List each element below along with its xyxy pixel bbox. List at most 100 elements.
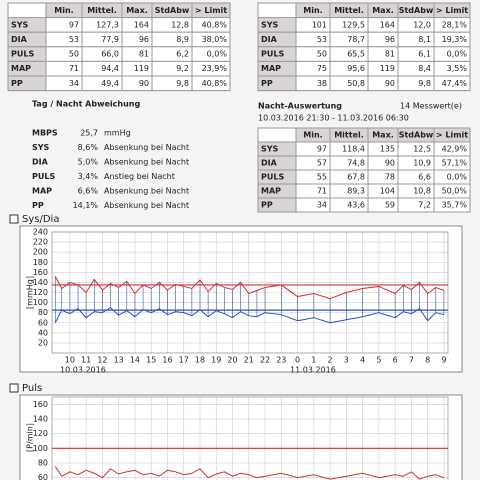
row-value: 14,1% xyxy=(73,201,99,210)
date-label: 10.03.2016 xyxy=(60,366,106,375)
x-tick-label: 16 xyxy=(162,356,172,365)
cell-value: 53 xyxy=(69,35,79,44)
row-text: Absenkung bei Nacht xyxy=(104,158,189,167)
cell-value: 12,5 xyxy=(413,145,431,154)
cell-value: 77,9 xyxy=(101,35,119,44)
row-text: Absenkung bei Nacht xyxy=(104,143,189,152)
row-label: MAP xyxy=(261,187,281,196)
cell-value: 0,0% xyxy=(447,50,468,59)
cell-value: 57 xyxy=(317,159,327,168)
row-label: MAP xyxy=(11,64,31,73)
plot-frame xyxy=(51,231,449,354)
row-label: MBPS xyxy=(32,129,58,138)
cell-value: 75 xyxy=(317,64,327,73)
cell-value: 34 xyxy=(69,79,79,88)
column-header: Min. xyxy=(303,6,322,15)
x-tick-label: 3 xyxy=(344,356,349,365)
cell-value: 55 xyxy=(317,173,327,182)
column-header: > Limit xyxy=(436,6,468,15)
cell-value: 50 xyxy=(317,50,327,59)
cell-value: 67,8 xyxy=(347,173,365,182)
cell-value: 71 xyxy=(69,64,79,73)
column-header: Mittel. xyxy=(334,6,364,15)
x-tick-label: 23 xyxy=(276,356,286,365)
cell-value: 53 xyxy=(317,35,327,44)
row-label: PULS xyxy=(11,50,34,59)
cell-value: 127,3 xyxy=(96,20,119,29)
x-tick-label: 22 xyxy=(260,356,270,365)
x-tick-label: 15 xyxy=(146,356,156,365)
row-label: SYS xyxy=(11,20,29,29)
row-value: 25,7 xyxy=(80,129,98,138)
x-tick-label: 11 xyxy=(81,356,91,365)
y-axis-label: [mmHg] xyxy=(26,276,35,309)
cell-value: 8,4 xyxy=(418,64,431,73)
section-title: Tag / Nacht Abweichung xyxy=(32,100,140,109)
x-tick-label: 10 xyxy=(65,356,75,365)
column-header: StdAbw xyxy=(399,6,434,15)
cell-value: 95,6 xyxy=(347,64,365,73)
cell-value: 35,7% xyxy=(442,201,468,210)
x-tick-label: 7 xyxy=(409,356,414,365)
cell-value: 9,8 xyxy=(176,79,189,88)
column-header: > Limit xyxy=(436,131,468,140)
cell-value: 8,9 xyxy=(176,35,189,44)
cell-value: 0,0% xyxy=(207,50,228,59)
row-label: PP xyxy=(11,79,23,88)
y-tick-label: 60 xyxy=(38,318,48,327)
plot-frame xyxy=(51,396,449,480)
cell-value: 12,0 xyxy=(413,20,431,29)
cell-value: 8,1 xyxy=(418,35,431,44)
row-label: MAP xyxy=(32,187,52,196)
row-label: PULS xyxy=(261,173,284,182)
column-header: StdAbw xyxy=(399,131,434,140)
cell-value: 38,0% xyxy=(202,35,228,44)
cell-value: 78,7 xyxy=(347,35,365,44)
x-tick-label: 2 xyxy=(328,356,333,365)
y-tick-label: 120 xyxy=(33,288,48,297)
y-tick-label: 100 xyxy=(33,298,48,307)
y-tick-label: 220 xyxy=(33,238,48,247)
row-value: 6,6% xyxy=(78,187,99,196)
cell-value: 34 xyxy=(317,201,327,210)
cell-value: 50 xyxy=(69,50,79,59)
y-tick-label: 200 xyxy=(33,248,48,257)
column-header: Min. xyxy=(54,6,73,15)
cell-value: 78 xyxy=(385,173,395,182)
row-label: DIA xyxy=(261,35,278,44)
row-label: PP xyxy=(261,79,273,88)
cell-value: 74,8 xyxy=(347,159,365,168)
date-label: 11.03.2016 xyxy=(290,366,336,375)
cell-value: 81 xyxy=(385,50,395,59)
cell-value: 28,1% xyxy=(442,20,468,29)
cell-value: 6,6 xyxy=(418,173,431,182)
cell-value: 119 xyxy=(134,64,149,73)
cell-value: 164 xyxy=(134,20,149,29)
x-tick-label: 12 xyxy=(97,356,107,365)
cell-value: 10,9 xyxy=(413,159,431,168)
y-tick-label: 120 xyxy=(33,429,48,438)
section-title: Nacht-Auswertung xyxy=(258,102,342,111)
cell-value: 49,4 xyxy=(101,79,119,88)
cell xyxy=(433,197,471,213)
title-checkbox xyxy=(9,214,19,224)
cell-value: 97 xyxy=(317,145,327,154)
cell-value: 65,5 xyxy=(347,50,365,59)
y-tick-label: 160 xyxy=(33,268,48,277)
cell xyxy=(433,75,471,92)
row-label: SYS xyxy=(32,143,50,152)
cell-value: 129,5 xyxy=(342,20,365,29)
x-tick-label: 19 xyxy=(211,356,221,365)
y-tick-label: 100 xyxy=(33,444,48,453)
series-line xyxy=(54,306,445,324)
row-label: PULS xyxy=(32,172,55,181)
row-text: Absenkung bei Nacht xyxy=(104,187,189,196)
column-header: Mittel. xyxy=(334,131,364,140)
cell-value: 97 xyxy=(69,20,79,29)
cell-value: 104 xyxy=(380,187,395,196)
x-tick-label: 9 xyxy=(441,356,446,365)
x-tick-label: 17 xyxy=(179,356,189,365)
row-label: SYS xyxy=(261,145,279,154)
y-tick-label: 80 xyxy=(38,459,48,468)
